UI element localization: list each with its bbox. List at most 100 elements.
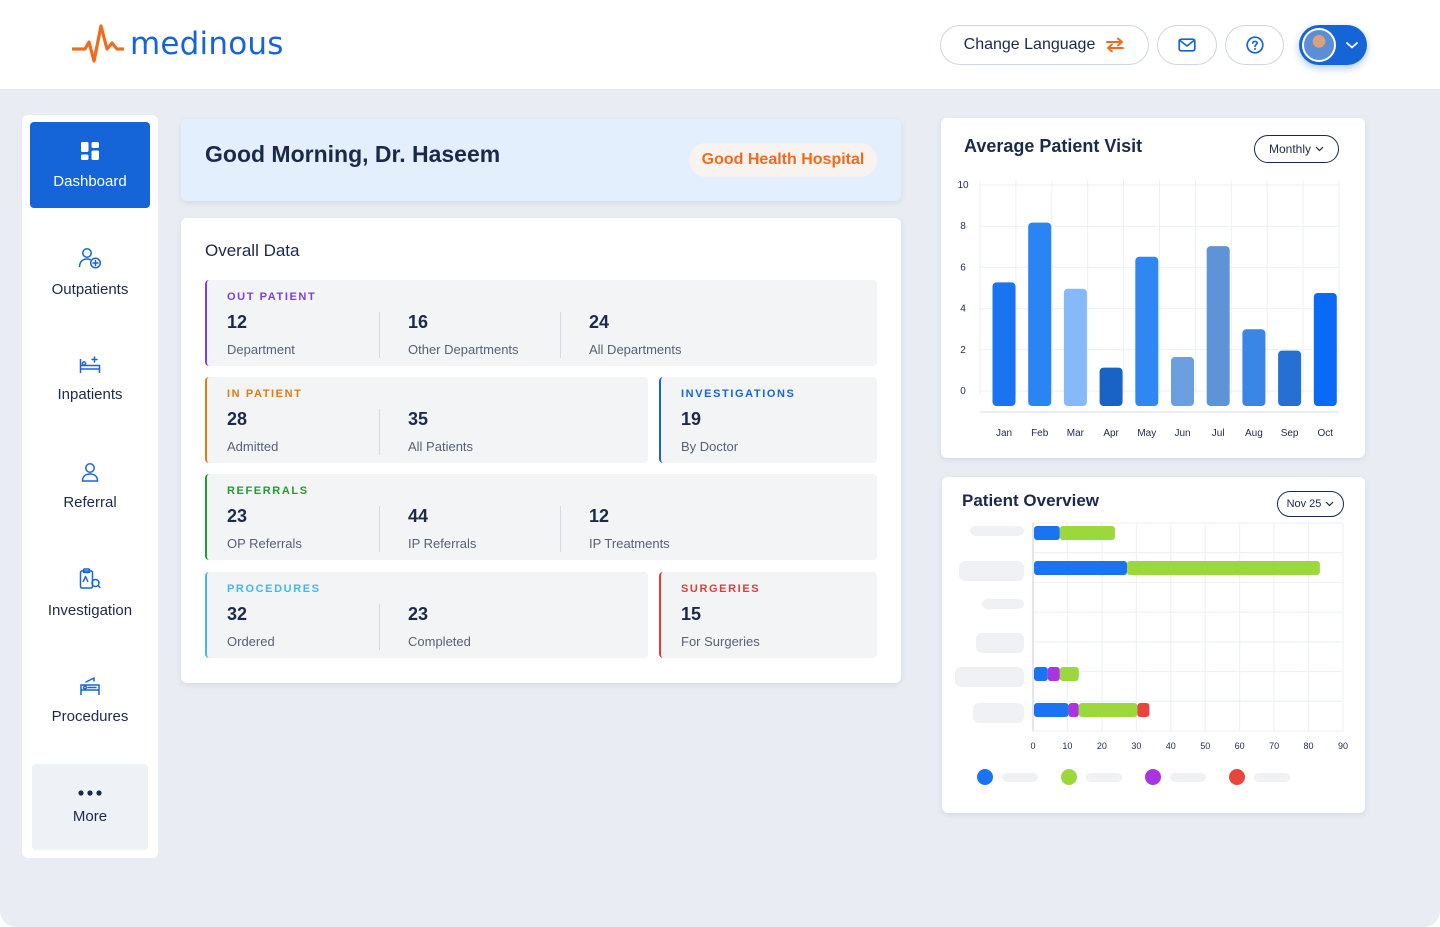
procedure-bed-icon [80,676,100,695]
stat-label: Ordered [227,634,275,649]
bar-jul [1206,246,1230,406]
hospital-badge[interactable]: Good Health Hospital [689,143,877,177]
avatar [1302,28,1336,62]
legend-swatch [1229,769,1245,785]
stacked-bar-segment [1034,561,1127,575]
swap-arrows-icon [1106,37,1125,53]
legend-swatch [1061,769,1077,785]
chevron-down-icon [1346,42,1358,49]
stat-value: 12 [589,506,610,526]
divider [560,506,561,552]
x-tick-label: Mar [1067,428,1085,439]
grid-icon [81,141,99,160]
bar-oct [1313,292,1337,406]
y-tick-label: 10 [957,180,969,191]
x-tick-label: 0 [1030,741,1035,751]
divider [379,506,380,552]
stat-value: 23 [408,604,429,624]
legend-label-placeholder [1254,773,1290,782]
y-tick-label: 4 [960,304,966,315]
legend-label-placeholder [1002,773,1038,782]
sidebar-item-dashboard[interactable]: Dashboard [30,122,150,208]
stacked-bar-segment [1034,667,1048,681]
chevron-down-icon [1325,501,1334,507]
legend-swatch [1145,769,1161,785]
stacked-bar-segment [1137,703,1150,717]
stat-label: Completed [408,634,471,649]
x-tick-label: Jul [1212,428,1225,439]
sidebar-item-label: Dashboard [53,172,127,190]
referrals-heading: REFERRALS [227,485,309,497]
y-tick-label: 2 [960,345,966,356]
change-language-button[interactable]: Change Language [940,25,1149,65]
stat-label: IP Referrals [408,536,477,551]
x-tick-label: Feb [1031,428,1049,439]
bed-icon [79,355,101,373]
help-button[interactable] [1225,25,1284,65]
sidebar-item-label: Referral [63,493,117,511]
greeting-card: Good Morning, Dr. Haseem [181,119,901,201]
pulse-logo-icon [72,24,124,63]
sidebar-item-label: Outpatients [51,280,129,298]
y-tick-label: 8 [960,221,966,232]
chevron-down-icon [1315,146,1324,152]
sidebar-item-investigation[interactable]: Investigation [30,550,150,636]
procedures-box[interactable]: PROCEDURES 32 Ordered 23 Completed [205,572,648,658]
stat-value: 28 [227,409,248,429]
mail-button[interactable] [1157,25,1217,65]
category-label-placeholder [955,667,1024,687]
bar-apr [1099,367,1123,406]
stat-value: 32 [227,604,248,624]
procedures-heading: PROCEDURES [227,583,321,595]
sidebar-item-referral[interactable]: Referral [30,443,150,529]
referrals-box[interactable]: REFERRALS 23 OP Referrals 44 IP Referral… [205,474,877,560]
stat-value: 24 [589,312,610,332]
month-select[interactable]: Nov 25 [1277,491,1344,517]
stacked-bar-segment [1127,561,1320,575]
stat-ip-referrals: 44 IP Referrals [408,506,476,551]
sidebar-item-more[interactable]: More [32,764,148,850]
bar-jan [992,282,1016,406]
dots-icon [78,789,102,796]
investigations-heading: INVESTIGATIONS [681,388,796,400]
stat-label: All Departments [589,342,682,357]
sidebar-item-label: Procedures [51,707,129,725]
category-label-placeholder [973,703,1024,723]
stat-department: 12 Department [227,312,295,357]
surgeries-box[interactable]: SURGERIES 15 For Surgeries [659,572,877,658]
x-tick-label: Sep [1281,428,1299,439]
stat-value: 15 [681,604,702,624]
sidebar-item-label: More [72,807,108,825]
brand-logo[interactable]: medinous [72,22,284,66]
stat-ordered: 32 Ordered [227,604,275,649]
sidebar: Dashboard Outpatients Inpatients Referra… [22,115,158,858]
profile-menu-button[interactable] [1299,25,1367,65]
sidebar-item-label: Investigation [47,601,133,619]
patient-overview-card: Patient Overview Nov 25 0 10 20 30 40 50 60 70 8… [942,477,1365,813]
stat-for-surgeries: 15 For Surgeries [681,604,760,649]
out-patient-box[interactable]: OUT PATIENT 12 Department 16 Other Depar… [205,280,877,366]
stat-by-doctor: 19 By Doctor [681,409,738,454]
x-tick-label: 50 [1200,741,1210,751]
surgeries-heading: SURGERIES [681,583,761,595]
stat-ip-treatments: 12 IP Treatments [589,506,670,551]
y-tick-label: 6 [960,262,966,273]
stacked-bar-segment [1059,667,1079,681]
in-patient-box[interactable]: IN PATIENT 28 Admitted 35 All Patients [205,377,648,463]
month-select-value: Nov 25 [1286,498,1322,510]
patient-overview-title: Patient Overview [962,491,1100,510]
user-plus-icon [78,247,102,269]
sidebar-item-outpatients[interactable]: Outpatients [30,229,150,315]
stat-value: 35 [408,409,429,429]
mail-icon [1178,38,1196,52]
bar-aug [1242,329,1266,406]
category-label-placeholder [959,561,1024,581]
sidebar-item-inpatients[interactable]: Inpatients [30,336,150,422]
sidebar-item-procedures[interactable]: Procedures [30,657,150,743]
investigations-box[interactable]: INVESTIGATIONS 19 By Doctor [659,377,877,463]
period-select[interactable]: Monthly [1254,135,1339,163]
x-tick-label: 90 [1338,741,1348,751]
overall-data-card: Overall Data OUT PATIENT 12 Department 1… [181,218,901,683]
x-tick-label: May [1137,428,1156,439]
average-visit-bar-chart: 10 8 6 4 2 0 Jan Feb Mar Apr May Jun Jul Aug Sep Oct [957,180,1340,439]
